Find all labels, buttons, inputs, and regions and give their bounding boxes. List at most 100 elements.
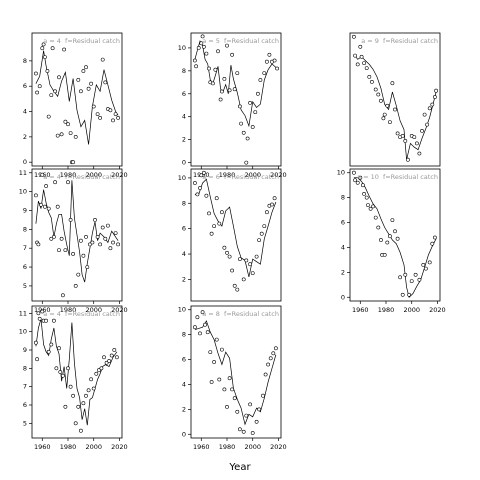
data-point: [104, 360, 109, 365]
data-point: [199, 41, 204, 46]
data-point: [106, 223, 110, 228]
data-point: [46, 114, 51, 119]
data-point: [61, 293, 65, 298]
panel-5: 2 4 6 8 10 a = 6 f=Residual catch: [178, 168, 282, 302]
data-point: [264, 210, 269, 215]
data-point: [50, 46, 55, 51]
data-point: [417, 277, 422, 282]
data-point: [382, 112, 387, 117]
fitted-line: [353, 54, 437, 160]
data-point: [79, 428, 83, 433]
y-tick-label: 8: [182, 199, 186, 207]
fitted-line: [194, 320, 277, 426]
data-point: [244, 258, 249, 263]
data-point: [355, 180, 360, 185]
data-point: [382, 252, 387, 257]
fitted-line: [35, 318, 118, 426]
data-point: [57, 248, 61, 253]
data-point: [407, 292, 412, 297]
data-point: [37, 316, 42, 321]
data-point: [412, 135, 417, 140]
data-point: [71, 160, 76, 165]
y-tick-label: 6: [182, 225, 186, 233]
y-tick-label: 2: [341, 268, 345, 276]
data-point: [76, 78, 81, 82]
data-point: [61, 373, 65, 378]
data-point: [44, 184, 49, 188]
data-point: [199, 173, 204, 178]
data-point: [212, 224, 217, 229]
data-point: [264, 59, 269, 64]
data-point: [244, 160, 249, 165]
y-tick-label: 6: [23, 82, 27, 90]
data-point: [218, 97, 223, 102]
data-point: [362, 61, 367, 66]
data-point: [94, 371, 99, 376]
data-point: [68, 131, 73, 136]
y-tick-label: 4: [182, 380, 186, 388]
panel-frame: [190, 32, 282, 167]
data-point: [66, 180, 70, 185]
data-point: [43, 204, 47, 209]
data-point: [358, 44, 363, 49]
data-point: [272, 196, 277, 201]
data-point: [204, 193, 209, 198]
y-tick-label: 9: [23, 346, 27, 354]
x-tick-label: 1980: [60, 306, 77, 314]
data-point: [35, 357, 40, 362]
y-tick-label: 4: [341, 243, 345, 251]
data-point: [198, 331, 202, 336]
data-point: [207, 211, 211, 216]
data-point: [34, 193, 38, 198]
data-point: [430, 241, 435, 246]
data-point: [86, 388, 91, 393]
data-point: [213, 67, 218, 72]
y-tick-label: 0: [182, 159, 186, 167]
data-point: [393, 229, 397, 234]
data-point: [245, 136, 250, 141]
data-point: [66, 122, 70, 127]
data-point: [198, 186, 202, 190]
data-point: [270, 202, 274, 207]
data-point: [230, 387, 235, 392]
data-point: [49, 342, 54, 347]
data-point: [59, 236, 64, 241]
data-point: [39, 202, 43, 207]
data-point: [216, 49, 220, 54]
data-point: [239, 121, 244, 126]
y-tick-label: 10: [19, 188, 27, 196]
data-point: [103, 236, 108, 241]
data-point: [244, 413, 249, 418]
data-point: [225, 404, 229, 409]
data-point: [212, 360, 217, 364]
data-point: [248, 101, 253, 105]
data-point: [403, 272, 408, 277]
data-point: [395, 131, 400, 136]
x-axis-label: Year: [228, 462, 251, 473]
data-point: [192, 325, 197, 330]
data-point: [196, 46, 201, 50]
data-point: [351, 170, 356, 175]
data-point: [91, 104, 96, 109]
y-tick-label: 11: [19, 169, 27, 177]
data-point: [112, 348, 117, 352]
x-tick-label: 1960: [352, 306, 369, 314]
data-point: [227, 88, 232, 93]
data-point: [201, 170, 206, 175]
data-point: [232, 283, 237, 288]
y-tick-label: 4: [23, 108, 27, 116]
y-tick-label: 10: [19, 328, 27, 336]
data-point: [373, 215, 378, 220]
data-point: [219, 347, 224, 352]
data-point: [210, 81, 215, 86]
data-point: [57, 75, 61, 80]
panel-frame: [31, 305, 123, 439]
data-point: [208, 350, 213, 355]
panel-frame: [190, 305, 282, 439]
x-tick-label: 1980: [219, 171, 236, 179]
data-point: [248, 262, 253, 267]
data-point: [59, 132, 64, 137]
data-point: [63, 248, 68, 253]
data-point: [358, 175, 363, 180]
